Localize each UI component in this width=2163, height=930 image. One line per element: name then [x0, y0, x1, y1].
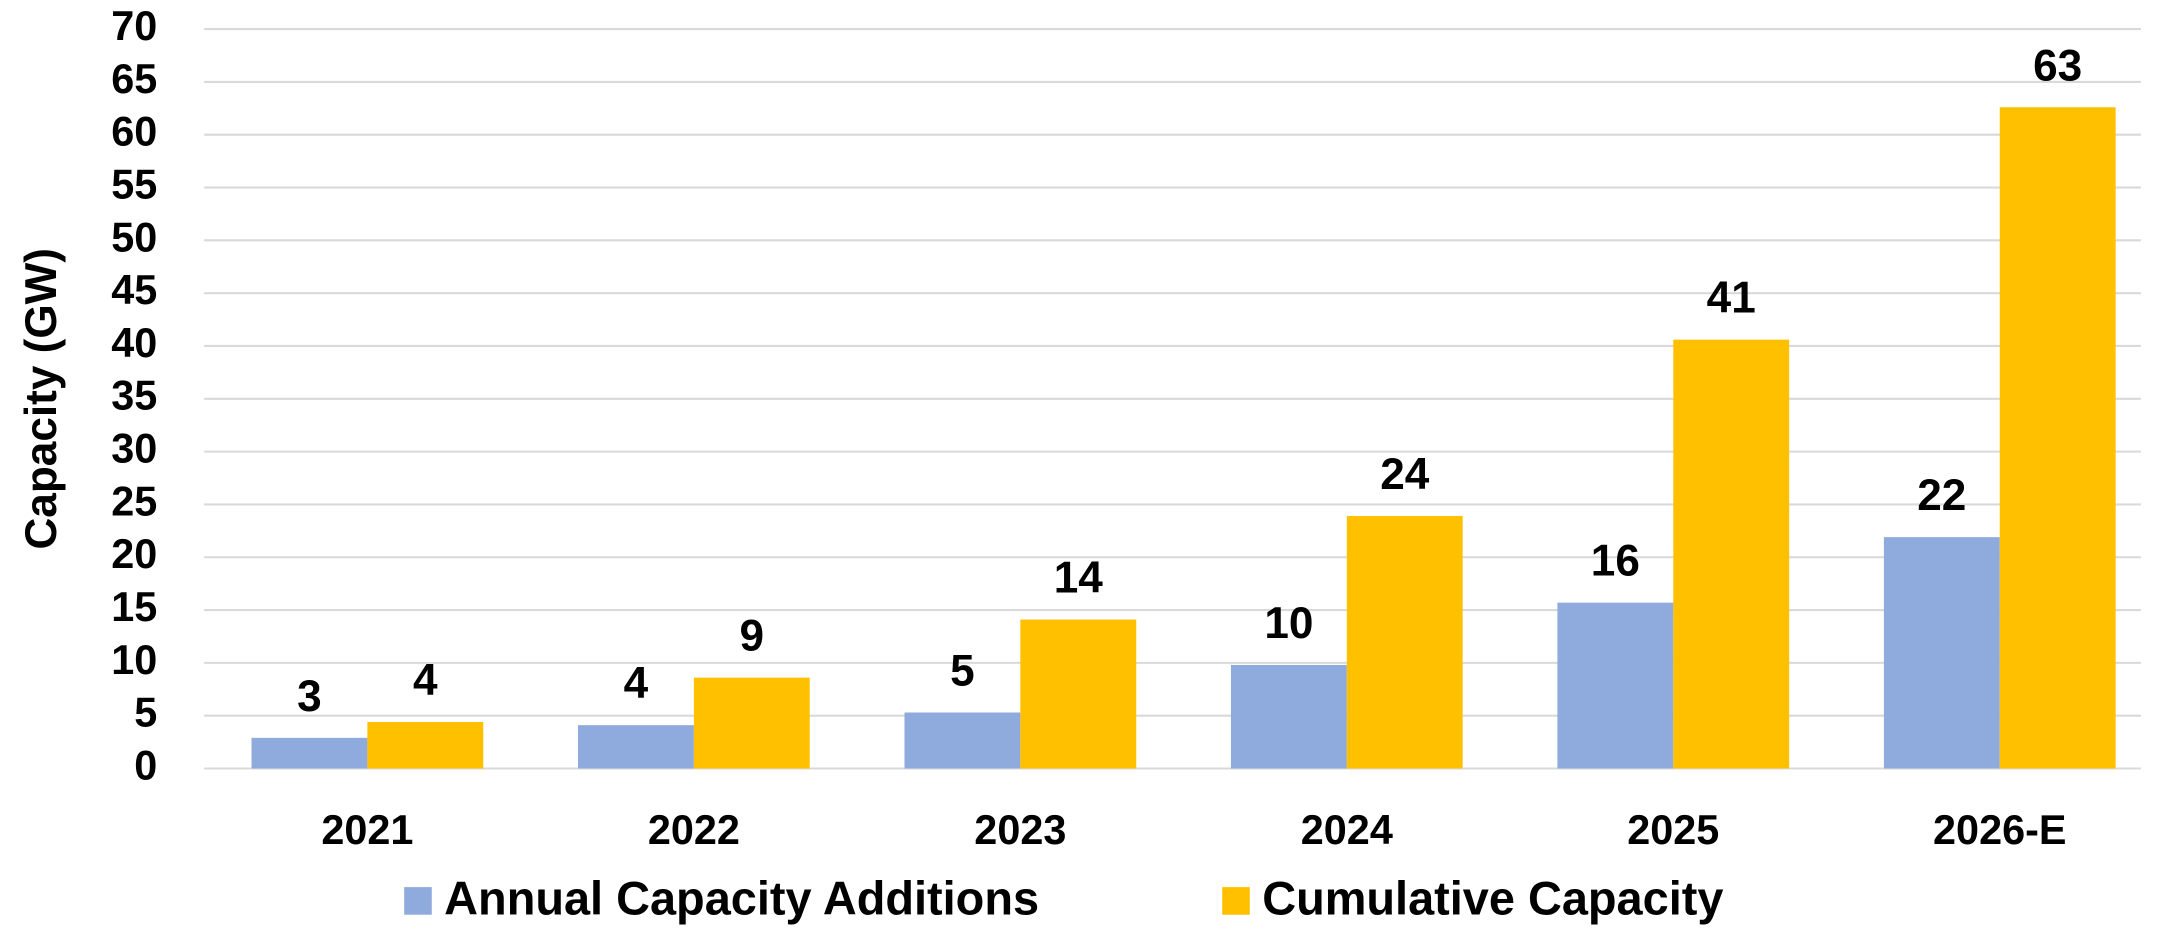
y-tick-label: 45: [111, 267, 157, 313]
bar: [577, 725, 694, 769]
x-tick-label: 2025: [1627, 807, 1719, 853]
x-tick-label: 2022: [648, 807, 740, 853]
data-label: 24: [1380, 450, 1430, 499]
data-label: 14: [1054, 554, 1104, 603]
bar: [1346, 516, 1463, 769]
y-tick-label: 10: [111, 637, 157, 683]
bar: [693, 677, 810, 769]
y-tick-label: 65: [111, 56, 157, 102]
y-tick-label: 30: [111, 426, 157, 472]
y-tick-label: 55: [111, 161, 157, 207]
data-label: 41: [1707, 274, 1756, 323]
y-axis-title: Capacity (GW): [17, 248, 66, 550]
data-label: 10: [1264, 599, 1313, 648]
data-label: 63: [2033, 41, 2082, 90]
y-tick-label: 40: [111, 320, 157, 366]
bar: [1999, 107, 2116, 769]
legend-swatch: [1222, 887, 1250, 915]
data-label: 22: [1917, 471, 1966, 520]
legend-label: Cumulative Capacity: [1262, 873, 1723, 925]
bar: [1557, 602, 1674, 769]
x-tick-label: 2026-E: [1933, 807, 2066, 853]
x-tick-label: 2024: [1301, 807, 1393, 853]
data-label: 3: [297, 672, 322, 721]
data-label: 9: [740, 612, 765, 661]
bar: [367, 722, 484, 769]
y-tick-label: 25: [111, 478, 157, 524]
x-tick-label: 2021: [321, 807, 413, 853]
bar: [1230, 664, 1347, 769]
bar: [1020, 619, 1137, 769]
data-label: 4: [624, 659, 649, 708]
data-label: 16: [1591, 537, 1640, 586]
data-label: 5: [950, 647, 975, 696]
y-tick-label: 35: [111, 373, 157, 419]
y-tick-label: 15: [111, 584, 157, 630]
y-tick-label: 5: [134, 690, 157, 736]
legend-swatch: [404, 887, 432, 915]
x-tick-label: 2023: [974, 807, 1066, 853]
y-tick-label: 50: [111, 214, 157, 260]
legend-label: Annual Capacity Additions: [444, 873, 1039, 925]
bar: [251, 737, 368, 769]
y-tick-label: 0: [134, 742, 157, 788]
bar: [1673, 339, 1790, 769]
y-tick-label: 60: [111, 109, 157, 155]
data-label: 4: [413, 656, 438, 705]
y-tick-label: 20: [111, 531, 157, 577]
y-tick-label: 70: [111, 3, 157, 49]
bar: [904, 712, 1021, 769]
bar: [1883, 537, 2000, 769]
